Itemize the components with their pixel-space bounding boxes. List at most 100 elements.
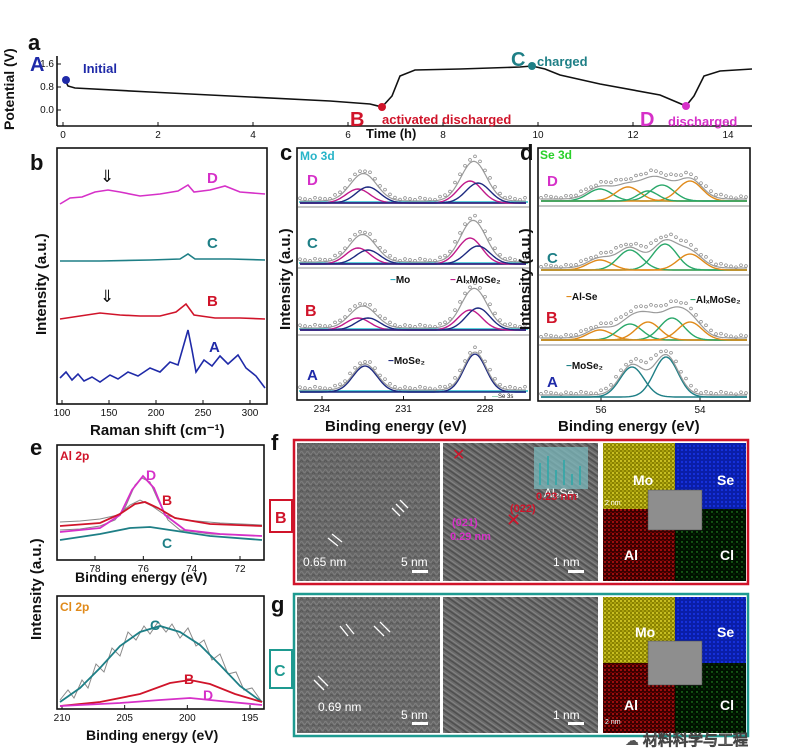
se3d-raw-b [689,306,693,311]
se3d-raw-b [719,331,723,336]
mo3d-raw-a [298,385,302,389]
mo3d-raw-c [323,258,327,262]
mo3d-raw-c [493,246,497,250]
panel-g: g C 0.69 nm 5 nm 1 nm Mo Se Al Cl 2 nm [269,592,750,738]
se3d-raw-b [639,304,643,308]
g-scale-2: 1 nm [553,708,580,722]
state-d-letter: D [640,109,654,131]
mo3d-raw-b [443,320,447,325]
state-a-letter: A [30,54,44,76]
mo3d-raw-c [318,257,322,262]
legend-alxmose2-c-text: AlₓMoSe₂ [456,275,501,286]
mo3d-raw-b [353,304,357,308]
g-lattice-marks [313,621,391,691]
raman-arrow-d: ⇓ [100,167,114,186]
raman-trace-a [59,329,266,389]
a-y-tick-label: 0.8 [40,82,54,93]
panel-a-xlabel: Time (h) [366,126,416,141]
se3d-raw-a [744,391,748,395]
se3d-raw-a [554,391,558,396]
mo3d-raw-d [428,197,432,201]
legend-alse: −Al-Se [566,292,598,303]
panel-d-xticks: 56 54 [595,397,706,416]
mo3d-raw-c [498,252,502,257]
legend-mo: −Mo [390,275,410,286]
se3d-raw-b [654,303,658,308]
al2p-fit-c [59,526,263,541]
b-x-tick-label: 300 [242,408,259,419]
f-phase-label: Al₂Se₃ [544,486,579,500]
se3d-raw-b [644,304,648,309]
cl2p-letter-c: C [150,617,160,633]
state-b-label: activated discharged [382,112,511,127]
mo3d-raw-b [393,323,397,327]
se3d-raw-a [719,390,723,394]
mo3d-raw-a [363,360,367,364]
se3d-raw-b [674,299,678,303]
al2p-frame [56,444,265,561]
se3d-raw-b [659,303,663,308]
al2p-letter-d: D [146,467,156,483]
se3d-raw-c [564,263,568,267]
mo3d-raw-b [463,291,467,296]
watermark-text: 材料科学与工程 [643,731,748,749]
se3d-letter-d: D [547,173,558,190]
se3d-raw-c [709,259,713,263]
se3d-raw-a [564,390,568,394]
se3d-raw-c [579,259,583,263]
mo3d-raw-a [358,361,362,365]
mo3d-component-c-3 [300,245,526,265]
se3d-raw-b [724,333,728,337]
mo3d-raw-a [373,366,377,370]
se3d-raw-b [584,327,588,332]
b-x-tick-label: 250 [195,408,212,419]
se3d-raw-b [624,312,628,316]
se3d-raw-d [584,187,588,192]
f-fft-inset [534,447,588,489]
se3d-raw-c [639,244,643,248]
se3d-raw-a [689,383,693,388]
mo3d-raw-a [418,385,422,389]
mo3d-raw-a [368,360,372,364]
mo3d-raw-a [458,368,462,373]
se3d-raw-b [699,320,703,324]
f-spacing-2: 0.23 nm [536,491,577,503]
mo3d-raw-b [358,301,362,306]
mo3d-raw-d [303,197,307,201]
mo3d-raw-a [403,385,407,389]
state-c-label: charged [537,54,588,69]
mo3d-raw-a [473,345,477,350]
mo3d-raw-d [338,190,342,195]
mo3d-raw-d [473,154,477,159]
al2p-fit-d [59,474,263,537]
f-map-mo-label: Mo [633,472,653,488]
mo3d-raw-b [303,324,307,328]
f-map-haadf [647,489,703,531]
mo3d-raw-a [493,376,497,381]
mo3d-raw-d [453,180,457,185]
se3d-raw-c [674,235,678,239]
cl2p-letter-d: D [203,687,213,703]
mo3d-raw-c [403,257,407,261]
mo3d-envelope-d [300,160,526,202]
se3d-raw-a [644,360,648,365]
mo3d-envelope-c [300,219,526,263]
mo3d-raw-d [373,176,377,181]
mo3d-raw-c [363,230,367,235]
se3d-raw-c [569,263,573,267]
se3d-raw-d [659,171,663,175]
se3d-raw-c [684,239,688,243]
panel-g-side-box [269,649,293,689]
mo3d-raw-b [388,320,392,325]
se3d-component-b-4 [541,321,747,341]
mo3d-raw-a [513,386,517,390]
panel-a-voltage-curve [64,65,753,108]
mo3d-raw-c [303,258,307,262]
se3d-raw-c [644,245,648,249]
se3d-raw-d [709,189,713,193]
se3d-raw-b [669,299,673,303]
cl2p-title: Cl 2p [60,600,89,614]
f-cross-marker: ✕ [452,447,465,464]
se3d-raw-c [609,250,613,254]
mo3d-raw-b [448,317,452,321]
